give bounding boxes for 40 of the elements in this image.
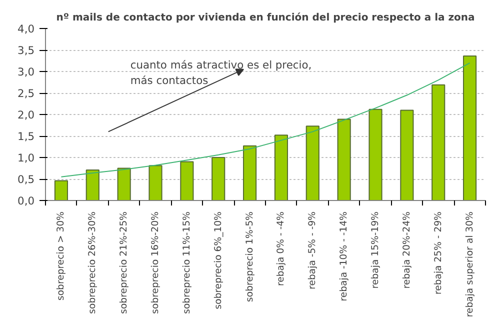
- y-tick-label: 4,0: [18, 22, 35, 36]
- x-tick-label: rebaja -5% - -9%: [307, 211, 318, 290]
- bar: [306, 126, 320, 200]
- y-tick-label: 3,0: [18, 66, 35, 78]
- x-tick-label: sobreprecio 6%_10%: [212, 211, 224, 310]
- x-tick-label: sobreprecio 11%-15%: [181, 211, 192, 314]
- bar: [212, 157, 226, 200]
- annotation: cuanto más atractivo es el precio, más contactos: [130, 58, 312, 88]
- y-tick-label: 0,0: [18, 194, 35, 208]
- x-tick-label: rebaja 15%-19%: [370, 211, 381, 289]
- bar: [337, 118, 351, 200]
- bar: [180, 161, 194, 200]
- x-tick-label: sobreprecio 26%-30%: [87, 211, 98, 314]
- x-tick-label: sobreprecio 21%-25%: [118, 211, 130, 314]
- bar: [432, 84, 446, 200]
- y-tick-label: 1,0: [18, 152, 35, 164]
- x-tick-label: sobreprecio 16%-20%: [150, 211, 161, 314]
- line-series: [60, 62, 470, 178]
- bar: [368, 108, 382, 200]
- y-tick-label: 1,5: [18, 130, 35, 143]
- y-tick-label: 0,5: [18, 173, 35, 186]
- bar: [274, 134, 288, 200]
- x-tick-label: rebaja 0% - -4%: [276, 211, 287, 286]
- bar: [463, 56, 477, 200]
- y-tick-label: 3,5: [18, 44, 35, 57]
- bar: [148, 165, 162, 200]
- x-tick-label: rebaja superior al 30%: [464, 211, 476, 318]
- bar: [86, 169, 100, 200]
- x-tick-label: rebaja -10% - -14%: [338, 211, 350, 302]
- y-tick-label: 2,0: [18, 108, 35, 122]
- bar: [117, 168, 131, 200]
- bar: [243, 145, 257, 200]
- y-tick-label: 2,5: [18, 87, 35, 100]
- x-tick-label: rebaja 25% - 29%: [432, 211, 444, 295]
- bar: [54, 180, 68, 200]
- x-tick-label: sobreprecio 1%-5%: [244, 211, 256, 302]
- x-tick-label: rebaja 20%-24%: [401, 211, 412, 289]
- chart-title: nº mails de contacto por vivienda en función del precio respecto a la zona: [56, 12, 475, 24]
- x-tick-label: sobreprecio > 30%: [56, 211, 67, 301]
- bar: [400, 110, 414, 200]
